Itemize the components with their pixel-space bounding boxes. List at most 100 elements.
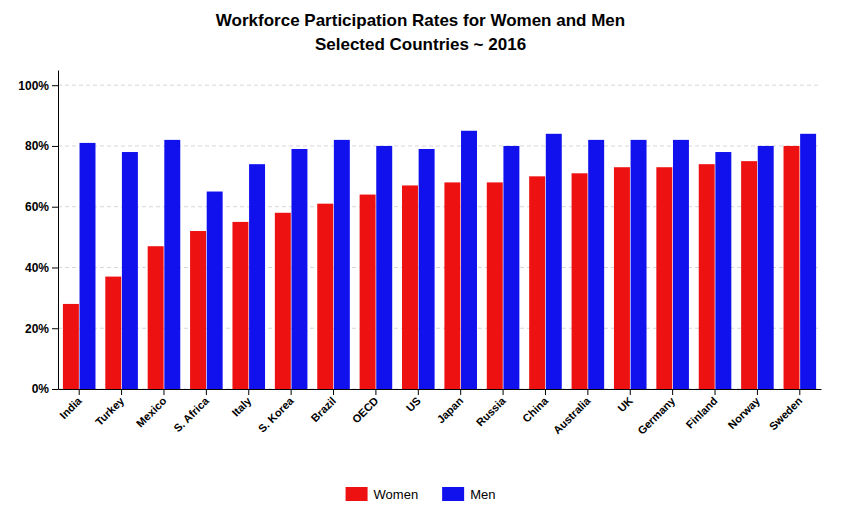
bar xyxy=(334,140,350,389)
x-tick-label: Norway xyxy=(725,394,762,431)
x-tick-label: Finland xyxy=(684,395,720,431)
x-tick-label: UK xyxy=(615,394,635,414)
y-tick-mark xyxy=(52,207,58,208)
legend-item: Women xyxy=(346,487,419,502)
y-axis: 0% 20% 40% 60% 80% 100% xyxy=(18,71,58,397)
x-tick-mark xyxy=(79,389,80,395)
y-tick-mark xyxy=(52,267,58,268)
x-tick-label: Sweden xyxy=(767,394,805,432)
chart: Workforce Participation Rates for Women … xyxy=(0,0,841,514)
x-tick: Brazil xyxy=(309,389,339,424)
y-tick: 80% xyxy=(25,139,58,153)
x-axis: IndiaTurkeyMexicoS. AfricaItalyS. KoreaB… xyxy=(57,389,821,437)
bars xyxy=(63,131,816,389)
x-tick-mark xyxy=(248,389,249,395)
x-tick: India xyxy=(57,389,84,421)
x-tick: Finland xyxy=(684,389,720,431)
x-tick-mark xyxy=(545,389,546,395)
x-tick: Australia xyxy=(551,389,593,436)
x-tick: China xyxy=(520,389,551,425)
x-tick-label: Italy xyxy=(229,394,254,419)
x-tick-mark xyxy=(799,389,800,395)
x-tick-mark xyxy=(121,389,122,395)
bar xyxy=(673,140,689,389)
bar xyxy=(291,149,307,389)
y-tick-label: 80% xyxy=(25,139,49,153)
x-tick: UK xyxy=(615,389,635,414)
bar xyxy=(444,182,460,389)
y-tick: 20% xyxy=(25,322,58,336)
x-tick-label: Japan xyxy=(434,394,465,425)
y-tick-label: 100% xyxy=(18,79,49,93)
x-tick: Sweden xyxy=(767,389,805,432)
grid xyxy=(58,85,821,389)
bar xyxy=(546,134,562,389)
x-tick: Turkey xyxy=(93,389,127,428)
x-tick-label: Russia xyxy=(474,394,509,429)
bar xyxy=(402,185,418,389)
y-tick: 0% xyxy=(32,382,58,396)
legend: Women Men xyxy=(346,487,496,502)
x-tick: Germany xyxy=(635,389,678,437)
bar xyxy=(741,161,757,389)
y-tick-mark xyxy=(52,85,58,86)
bar xyxy=(656,167,672,389)
bar xyxy=(503,146,519,389)
x-tick-label: India xyxy=(57,394,84,421)
x-tick-label: Germany xyxy=(635,394,678,437)
y-tick-label: 0% xyxy=(32,382,50,396)
x-axis-line xyxy=(59,389,822,390)
x-tick-mark xyxy=(291,389,292,395)
x-tick-mark xyxy=(672,389,673,395)
x-tick-mark xyxy=(757,389,758,395)
x-tick: US xyxy=(404,389,423,414)
bar xyxy=(105,277,121,389)
x-tick: Japan xyxy=(434,389,465,425)
y-tick: 60% xyxy=(25,200,58,214)
bar xyxy=(529,176,545,389)
grid-line xyxy=(58,85,821,86)
bar xyxy=(148,246,164,389)
bar xyxy=(800,134,816,389)
x-tick: Russia xyxy=(474,389,509,429)
y-tick-mark xyxy=(52,389,58,390)
bar xyxy=(461,131,477,389)
y-tick-mark xyxy=(52,146,58,147)
x-tick-mark xyxy=(163,389,164,395)
x-tick: Italy xyxy=(229,389,254,419)
x-tick-mark xyxy=(375,389,376,395)
legend-swatch xyxy=(346,487,368,501)
bar xyxy=(376,146,392,389)
x-tick: S. Korea xyxy=(256,389,297,435)
bar xyxy=(190,231,206,389)
y-tick: 100% xyxy=(18,79,58,93)
x-tick-label: Australia xyxy=(551,394,593,436)
title: Workforce Participation Rates for Women … xyxy=(216,11,625,30)
bar xyxy=(758,146,774,389)
x-tick-label: S. Africa xyxy=(171,394,211,434)
bar xyxy=(249,164,265,389)
legend-swatch xyxy=(442,487,464,501)
bar xyxy=(207,192,223,389)
subtitle: Selected Countries ~ 2016 xyxy=(315,35,526,54)
x-tick-mark xyxy=(418,389,419,395)
x-tick: Norway xyxy=(725,389,762,431)
bar xyxy=(122,152,138,389)
y-tick-label: 40% xyxy=(25,261,49,275)
x-tick-mark xyxy=(206,389,207,395)
bar xyxy=(80,143,96,389)
bar xyxy=(317,204,333,389)
legend-item: Men xyxy=(442,487,495,502)
legend-label: Men xyxy=(470,487,495,502)
bar xyxy=(588,140,604,389)
x-tick-label: Turkey xyxy=(93,394,127,428)
bar xyxy=(631,140,647,389)
bar xyxy=(360,195,376,389)
bar xyxy=(232,222,248,389)
x-tick-mark xyxy=(460,389,461,395)
bar xyxy=(63,304,79,389)
y-tick: 40% xyxy=(25,261,58,275)
y-tick-label: 20% xyxy=(25,322,49,336)
bar xyxy=(614,167,630,389)
x-tick: OECD xyxy=(350,389,381,425)
